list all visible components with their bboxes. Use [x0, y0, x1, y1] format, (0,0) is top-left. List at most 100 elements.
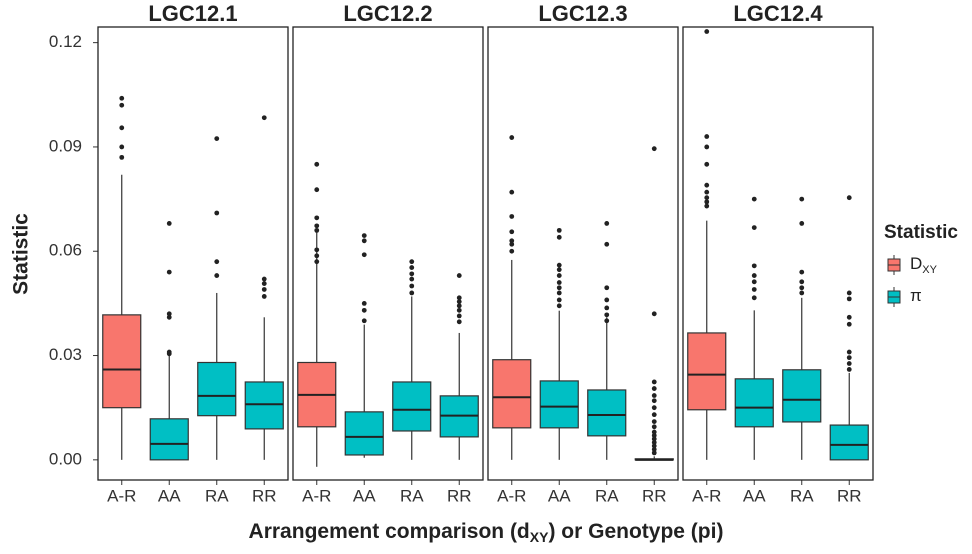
- outlier: [651, 393, 657, 398]
- outlier: [314, 161, 320, 167]
- outlier: [509, 248, 515, 254]
- outlier: [509, 238, 515, 244]
- outlier: [556, 303, 562, 309]
- outlier: [651, 440, 657, 445]
- outlier: [704, 161, 710, 167]
- outlier: [261, 294, 267, 299]
- outlier: [509, 214, 515, 219]
- x-axis-title-sub: XY: [530, 529, 549, 545]
- outlier: [314, 187, 320, 193]
- outlier: [314, 215, 320, 221]
- outlier: [119, 144, 125, 150]
- outlier: [651, 311, 657, 317]
- x-tick-label: RA: [205, 486, 229, 505]
- outlier: [456, 303, 462, 309]
- outlier: [409, 259, 415, 265]
- box: [492, 359, 532, 429]
- outlier: [704, 144, 710, 150]
- x-tick-label: RA: [400, 486, 424, 505]
- outlier: [846, 355, 852, 361]
- outlier: [556, 290, 562, 296]
- outlier: [314, 247, 320, 253]
- outlier: [604, 318, 610, 324]
- outlier: [556, 262, 562, 268]
- outlier: [704, 189, 710, 195]
- box: [539, 380, 579, 429]
- outlier: [361, 300, 367, 306]
- outlier: [314, 259, 320, 265]
- outlier: [846, 195, 852, 201]
- outlier: [556, 227, 562, 233]
- x-tick-label: RR: [252, 486, 277, 505]
- outlier: [651, 419, 657, 424]
- outlier: [604, 285, 610, 291]
- x-tick-label: AA: [548, 486, 571, 505]
- outlier: [261, 115, 267, 121]
- y-tick-label: 0.06: [49, 241, 82, 260]
- outlier: [846, 296, 852, 302]
- x-tick-label: RR: [837, 486, 862, 505]
- outlier: [651, 146, 657, 152]
- outlier: [214, 136, 220, 141]
- box: [587, 389, 627, 437]
- facet-title: LGC12.1: [148, 1, 237, 26]
- y-tick-label: 0.12: [49, 32, 82, 51]
- outlier: [846, 361, 852, 366]
- outlier: [214, 273, 220, 278]
- outlier: [651, 379, 657, 385]
- outlier: [509, 241, 515, 247]
- outlier: [509, 189, 515, 195]
- outlier: [119, 125, 125, 131]
- outlier: [261, 276, 267, 282]
- x-axis-title-part: Arrangement comparison (d: [249, 520, 530, 543]
- outlier: [314, 223, 320, 229]
- outlier: [456, 307, 462, 313]
- legend-label-main: π: [910, 286, 922, 305]
- outlier: [409, 283, 415, 289]
- outlier: [556, 280, 562, 285]
- outlier: [214, 259, 220, 265]
- outlier: [651, 398, 657, 404]
- outlier: [119, 95, 125, 101]
- outlier: [799, 279, 805, 285]
- outlier: [751, 263, 757, 269]
- legend-label: π: [910, 286, 922, 305]
- outlier: [261, 281, 267, 286]
- outlier: [751, 287, 757, 292]
- outlier: [214, 210, 220, 216]
- y-tick-label: 0.03: [49, 345, 82, 364]
- facet-title: LGC12.4: [733, 1, 823, 26]
- outlier: [166, 269, 172, 275]
- outlier: [846, 367, 852, 372]
- box: [344, 411, 384, 456]
- outlier: [509, 135, 515, 140]
- outlier: [556, 273, 562, 278]
- box: [782, 369, 822, 423]
- facet-title: LGC12.2: [343, 1, 432, 26]
- box: [102, 314, 142, 409]
- outlier: [651, 412, 657, 418]
- x-tick-label: AA: [743, 486, 766, 505]
- outlier: [651, 386, 657, 391]
- outlier: [409, 265, 415, 270]
- outlier: [166, 351, 172, 357]
- outlier: [704, 195, 710, 201]
- outlier: [261, 287, 267, 292]
- outlier: [456, 313, 462, 319]
- outlier: [409, 290, 415, 296]
- outlier: [119, 154, 125, 160]
- outlier: [704, 203, 710, 209]
- outlier: [651, 436, 657, 442]
- outlier: [799, 285, 805, 291]
- outlier: [751, 225, 757, 230]
- outlier: [846, 349, 852, 355]
- outlier: [166, 221, 172, 226]
- outlier: [361, 318, 367, 324]
- outlier: [651, 429, 657, 435]
- outlier: [751, 196, 757, 202]
- outlier: [556, 285, 562, 291]
- outlier: [846, 314, 852, 320]
- box: [829, 424, 869, 461]
- legend-label: DXY: [910, 254, 938, 275]
